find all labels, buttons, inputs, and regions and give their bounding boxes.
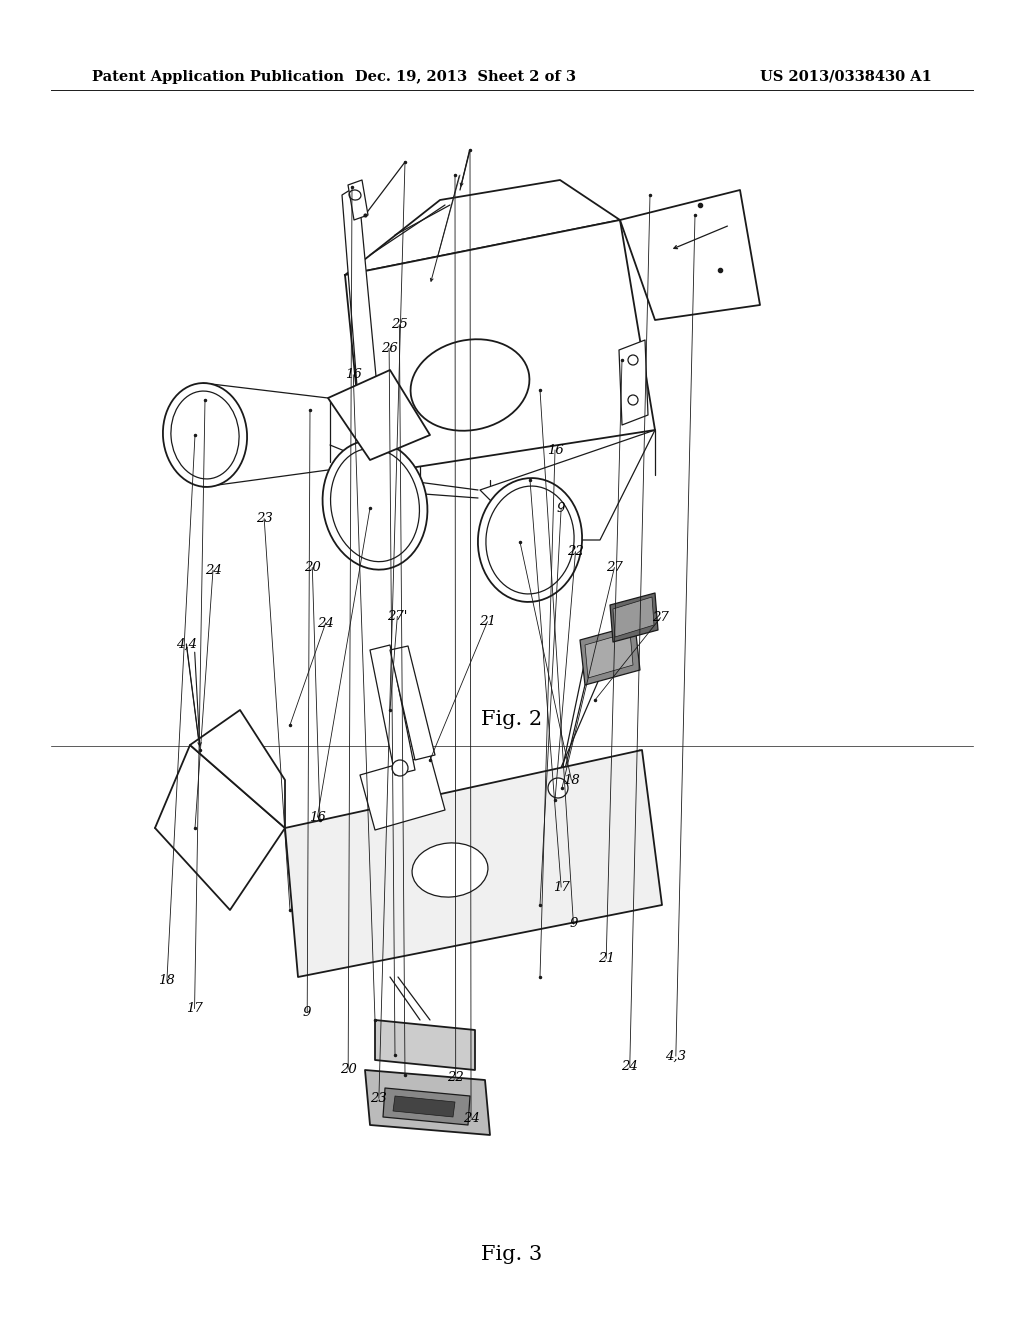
- Text: 22: 22: [447, 1071, 464, 1084]
- Polygon shape: [610, 593, 658, 642]
- Text: 9: 9: [303, 1006, 311, 1019]
- Polygon shape: [348, 180, 368, 220]
- Text: 20: 20: [304, 561, 321, 574]
- Ellipse shape: [411, 339, 529, 430]
- Text: Fig. 3: Fig. 3: [481, 1245, 543, 1263]
- Text: 16: 16: [345, 368, 361, 381]
- Text: Fig. 2: Fig. 2: [481, 710, 543, 729]
- Text: Dec. 19, 2013  Sheet 2 of 3: Dec. 19, 2013 Sheet 2 of 3: [355, 70, 577, 83]
- Ellipse shape: [163, 383, 247, 487]
- Text: 24: 24: [205, 564, 221, 577]
- Text: 24: 24: [622, 1060, 638, 1073]
- Text: 25: 25: [391, 318, 408, 331]
- Polygon shape: [618, 341, 648, 425]
- Polygon shape: [620, 190, 760, 319]
- Polygon shape: [342, 185, 382, 450]
- Polygon shape: [155, 744, 285, 909]
- Polygon shape: [370, 645, 415, 775]
- Text: 16: 16: [547, 444, 563, 457]
- Text: 27: 27: [652, 611, 669, 624]
- Text: 21: 21: [479, 615, 496, 628]
- Text: 9: 9: [557, 502, 565, 515]
- Text: 23: 23: [371, 1092, 387, 1105]
- Text: 16: 16: [309, 810, 326, 824]
- Polygon shape: [580, 624, 640, 685]
- Polygon shape: [345, 220, 655, 475]
- Ellipse shape: [331, 449, 420, 561]
- Text: 4,3: 4,3: [666, 1049, 686, 1063]
- Text: 27: 27: [606, 561, 623, 574]
- Polygon shape: [365, 1071, 490, 1135]
- Text: 20: 20: [340, 1063, 356, 1076]
- Text: US 2013/0338430 A1: US 2013/0338430 A1: [760, 70, 932, 83]
- Polygon shape: [383, 1088, 470, 1125]
- Ellipse shape: [323, 441, 427, 570]
- Ellipse shape: [486, 486, 574, 594]
- Text: 27': 27': [387, 610, 408, 623]
- Text: 21: 21: [598, 952, 614, 965]
- Polygon shape: [393, 1096, 455, 1117]
- Polygon shape: [328, 370, 430, 459]
- Ellipse shape: [548, 777, 568, 799]
- Text: 18: 18: [159, 974, 175, 987]
- Text: 17: 17: [186, 1002, 203, 1015]
- Ellipse shape: [171, 391, 239, 479]
- Ellipse shape: [412, 843, 487, 898]
- Text: 9: 9: [569, 917, 578, 931]
- Polygon shape: [285, 750, 662, 977]
- Text: Patent Application Publication: Patent Application Publication: [92, 70, 344, 83]
- Polygon shape: [375, 1020, 475, 1071]
- Text: 23: 23: [256, 512, 272, 525]
- Ellipse shape: [478, 478, 582, 602]
- Polygon shape: [360, 755, 445, 830]
- Text: 26: 26: [381, 342, 397, 355]
- Polygon shape: [585, 632, 633, 678]
- Ellipse shape: [392, 760, 408, 776]
- Text: 24: 24: [463, 1111, 479, 1125]
- Polygon shape: [190, 710, 285, 828]
- Text: 4,4: 4,4: [176, 638, 197, 651]
- Text: 22: 22: [567, 545, 584, 558]
- Text: 17: 17: [553, 880, 569, 894]
- Polygon shape: [613, 597, 654, 638]
- Text: 24: 24: [317, 616, 334, 630]
- Text: 18: 18: [563, 774, 580, 787]
- Polygon shape: [390, 645, 435, 760]
